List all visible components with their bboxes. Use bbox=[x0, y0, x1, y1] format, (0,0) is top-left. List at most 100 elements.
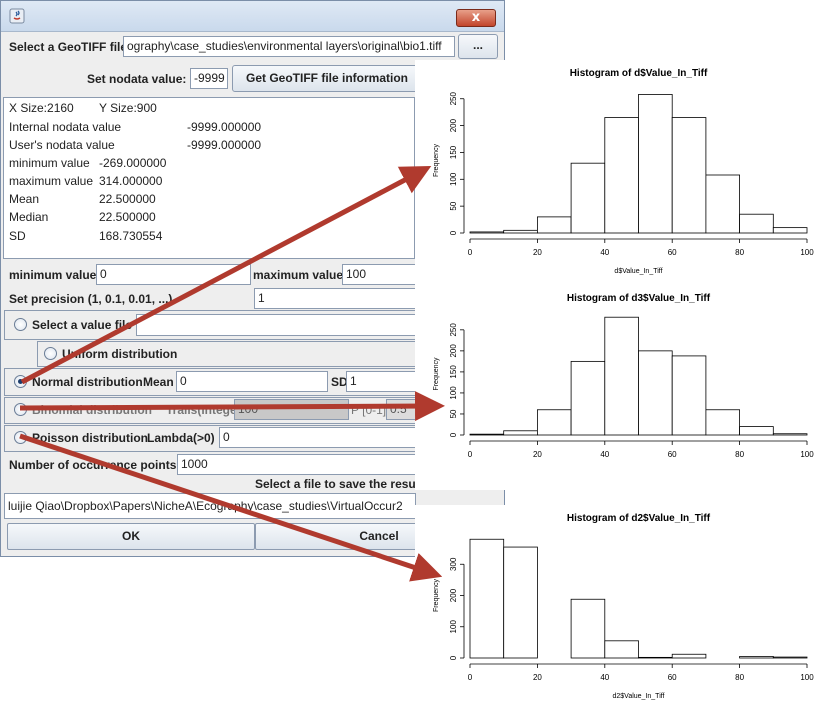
histogram-bar bbox=[604, 640, 639, 659]
save-path-field[interactable]: luijie Qiao\Dropbox\Papers\NicheA\Ecogra… bbox=[4, 493, 416, 519]
histogram-bar bbox=[537, 216, 572, 234]
poisson-distribution-radio[interactable] bbox=[14, 431, 27, 444]
normal-distribution-radio[interactable] bbox=[14, 375, 27, 388]
x-tick-label: 80 bbox=[735, 248, 744, 257]
max-value-label: maximum value bbox=[253, 268, 344, 282]
min-value-label: minimum value bbox=[9, 268, 97, 282]
internal-nodata-value: -9999.000000 bbox=[187, 120, 262, 134]
y-axis-label: Frequency bbox=[433, 357, 440, 391]
lambda-input[interactable]: 0 bbox=[219, 427, 416, 448]
x-tick-label: 80 bbox=[735, 450, 744, 459]
histogram-bar bbox=[772, 433, 808, 436]
binomial-distribution-label: Binomial distribution bbox=[32, 403, 152, 417]
histogram-panel-2: Histogram of d3$Value_In_Tiff 0 20 40 60 80 10… bbox=[415, 285, 830, 490]
histogram-bar bbox=[671, 355, 707, 436]
histogram-bar bbox=[503, 430, 538, 436]
histogram-bar bbox=[469, 433, 505, 436]
x-tick-label: 100 bbox=[800, 673, 814, 682]
histogram-bar bbox=[469, 538, 505, 659]
histogram-bar bbox=[739, 213, 774, 234]
normal-sd-input[interactable]: 1 bbox=[346, 371, 416, 392]
poisson-distribution-label: Poisson distribution bbox=[32, 431, 148, 445]
sd-info-label: SD bbox=[9, 229, 26, 243]
y-tick-label: 50 bbox=[449, 201, 458, 210]
select-value-file-radio[interactable] bbox=[14, 318, 27, 331]
p-input[interactable]: 0.5 bbox=[386, 399, 416, 420]
binomial-distribution-radio[interactable] bbox=[14, 403, 27, 416]
y-tick-label: 250 bbox=[449, 92, 458, 106]
x-tick-label: 20 bbox=[533, 248, 542, 257]
y-tick-label: 300 bbox=[449, 557, 458, 571]
ok-button[interactable]: OK bbox=[7, 523, 255, 550]
histogram-panel-3: Histogram of d2$Value_In_Tiff 0 20 40 60 80 10… bbox=[415, 505, 830, 713]
nodata-input[interactable]: -9999 bbox=[190, 68, 228, 89]
get-geotiff-info-button[interactable]: Get GeoTIFF file information bbox=[232, 65, 422, 92]
histogram-bar bbox=[772, 656, 808, 659]
x-tick-label: 60 bbox=[668, 450, 677, 459]
max-value-input[interactable]: 100 bbox=[342, 264, 417, 285]
x-axis-label: d$Value_In_Tiff bbox=[614, 268, 662, 275]
histogram-bar bbox=[570, 162, 606, 234]
x-tick-label: 40 bbox=[600, 248, 609, 257]
xsize-text: X Size:2160 bbox=[9, 101, 74, 115]
browse-geotiff-button[interactable]: ... bbox=[458, 34, 498, 59]
internal-nodata-label: Internal nodata value bbox=[9, 120, 122, 134]
x-tick-label: 20 bbox=[533, 450, 542, 459]
y-tick-label: 150 bbox=[449, 145, 458, 159]
y-tick-label: 0 bbox=[449, 432, 458, 437]
x-tick-label: 40 bbox=[600, 450, 609, 459]
histogram-3-svg: Histogram of d2$Value_In_Tiff 0 20 40 60 80 10… bbox=[433, 513, 814, 700]
x-tick-label: 80 bbox=[735, 673, 744, 682]
y-tick-label: 0 bbox=[449, 230, 458, 235]
y-tick-label: 0 bbox=[449, 655, 458, 660]
x-tick-label: 0 bbox=[468, 673, 473, 682]
minimum-info-label: minimum value bbox=[9, 156, 90, 170]
save-result-label: Select a file to save the result bbox=[255, 477, 424, 491]
title-bar: x bbox=[1, 1, 504, 32]
precision-input[interactable]: 1 bbox=[254, 288, 416, 309]
p-label: P [0-1] bbox=[351, 403, 387, 417]
histogram-bar bbox=[671, 117, 707, 234]
median-info-label: Median bbox=[9, 210, 49, 224]
nodata-label: Set nodata value: bbox=[87, 72, 187, 86]
y-tick-label: 100 bbox=[449, 620, 458, 634]
ysize-text: Y Size:900 bbox=[99, 101, 157, 115]
histogram-bar bbox=[638, 94, 673, 234]
normal-mean-label: Mean bbox=[143, 375, 174, 389]
x-tick-label: 0 bbox=[468, 248, 473, 257]
histogram-bar bbox=[638, 350, 673, 436]
normal-mean-input[interactable]: 0 bbox=[176, 371, 328, 392]
occurrence-input[interactable]: 1000 bbox=[177, 454, 416, 475]
geotiff-path-field[interactable]: ography\case_studies\environmental layer… bbox=[123, 36, 455, 57]
value-file-path-field[interactable] bbox=[136, 314, 418, 336]
x-tick-label: 100 bbox=[800, 248, 814, 257]
histogram-bar bbox=[705, 174, 740, 234]
histogram-bar bbox=[739, 426, 774, 436]
min-value-input[interactable]: 0 bbox=[96, 264, 251, 285]
histogram-bar bbox=[570, 598, 606, 659]
precision-label: Set precision (1, 0.1, 0.01, ...) bbox=[9, 292, 173, 306]
select-value-file-label: Select a value file bbox=[32, 318, 133, 332]
y-tick-label: 200 bbox=[449, 118, 458, 132]
y-tick-label: 100 bbox=[449, 172, 458, 186]
histogram-bar bbox=[604, 316, 639, 436]
trails-input[interactable]: 100 bbox=[234, 399, 349, 420]
histogram-bar bbox=[739, 656, 774, 659]
close-button[interactable]: x bbox=[456, 9, 496, 27]
y-tick-label: 150 bbox=[449, 365, 458, 379]
y-axis-label: Frequency bbox=[433, 578, 440, 612]
histogram-bar bbox=[772, 227, 808, 234]
histogram-bar bbox=[469, 231, 505, 234]
histogram-bar bbox=[537, 409, 572, 436]
histogram-bar bbox=[705, 409, 740, 436]
uniform-distribution-radio[interactable] bbox=[44, 347, 57, 360]
histogram-bar bbox=[503, 229, 538, 234]
minimum-info-value: -269.000000 bbox=[99, 156, 167, 170]
x-tick-label: 60 bbox=[668, 673, 677, 682]
lambda-label: Lambda(>0) bbox=[147, 431, 215, 445]
maximum-info-value: 314.000000 bbox=[99, 174, 163, 188]
select-geotiff-label: Select a GeoTIFF file bbox=[9, 40, 128, 54]
y-axis-label: Frequency bbox=[433, 143, 440, 177]
user-nodata-label: User's nodata value bbox=[9, 138, 115, 152]
sd-info-value: 168.730554 bbox=[99, 229, 163, 243]
